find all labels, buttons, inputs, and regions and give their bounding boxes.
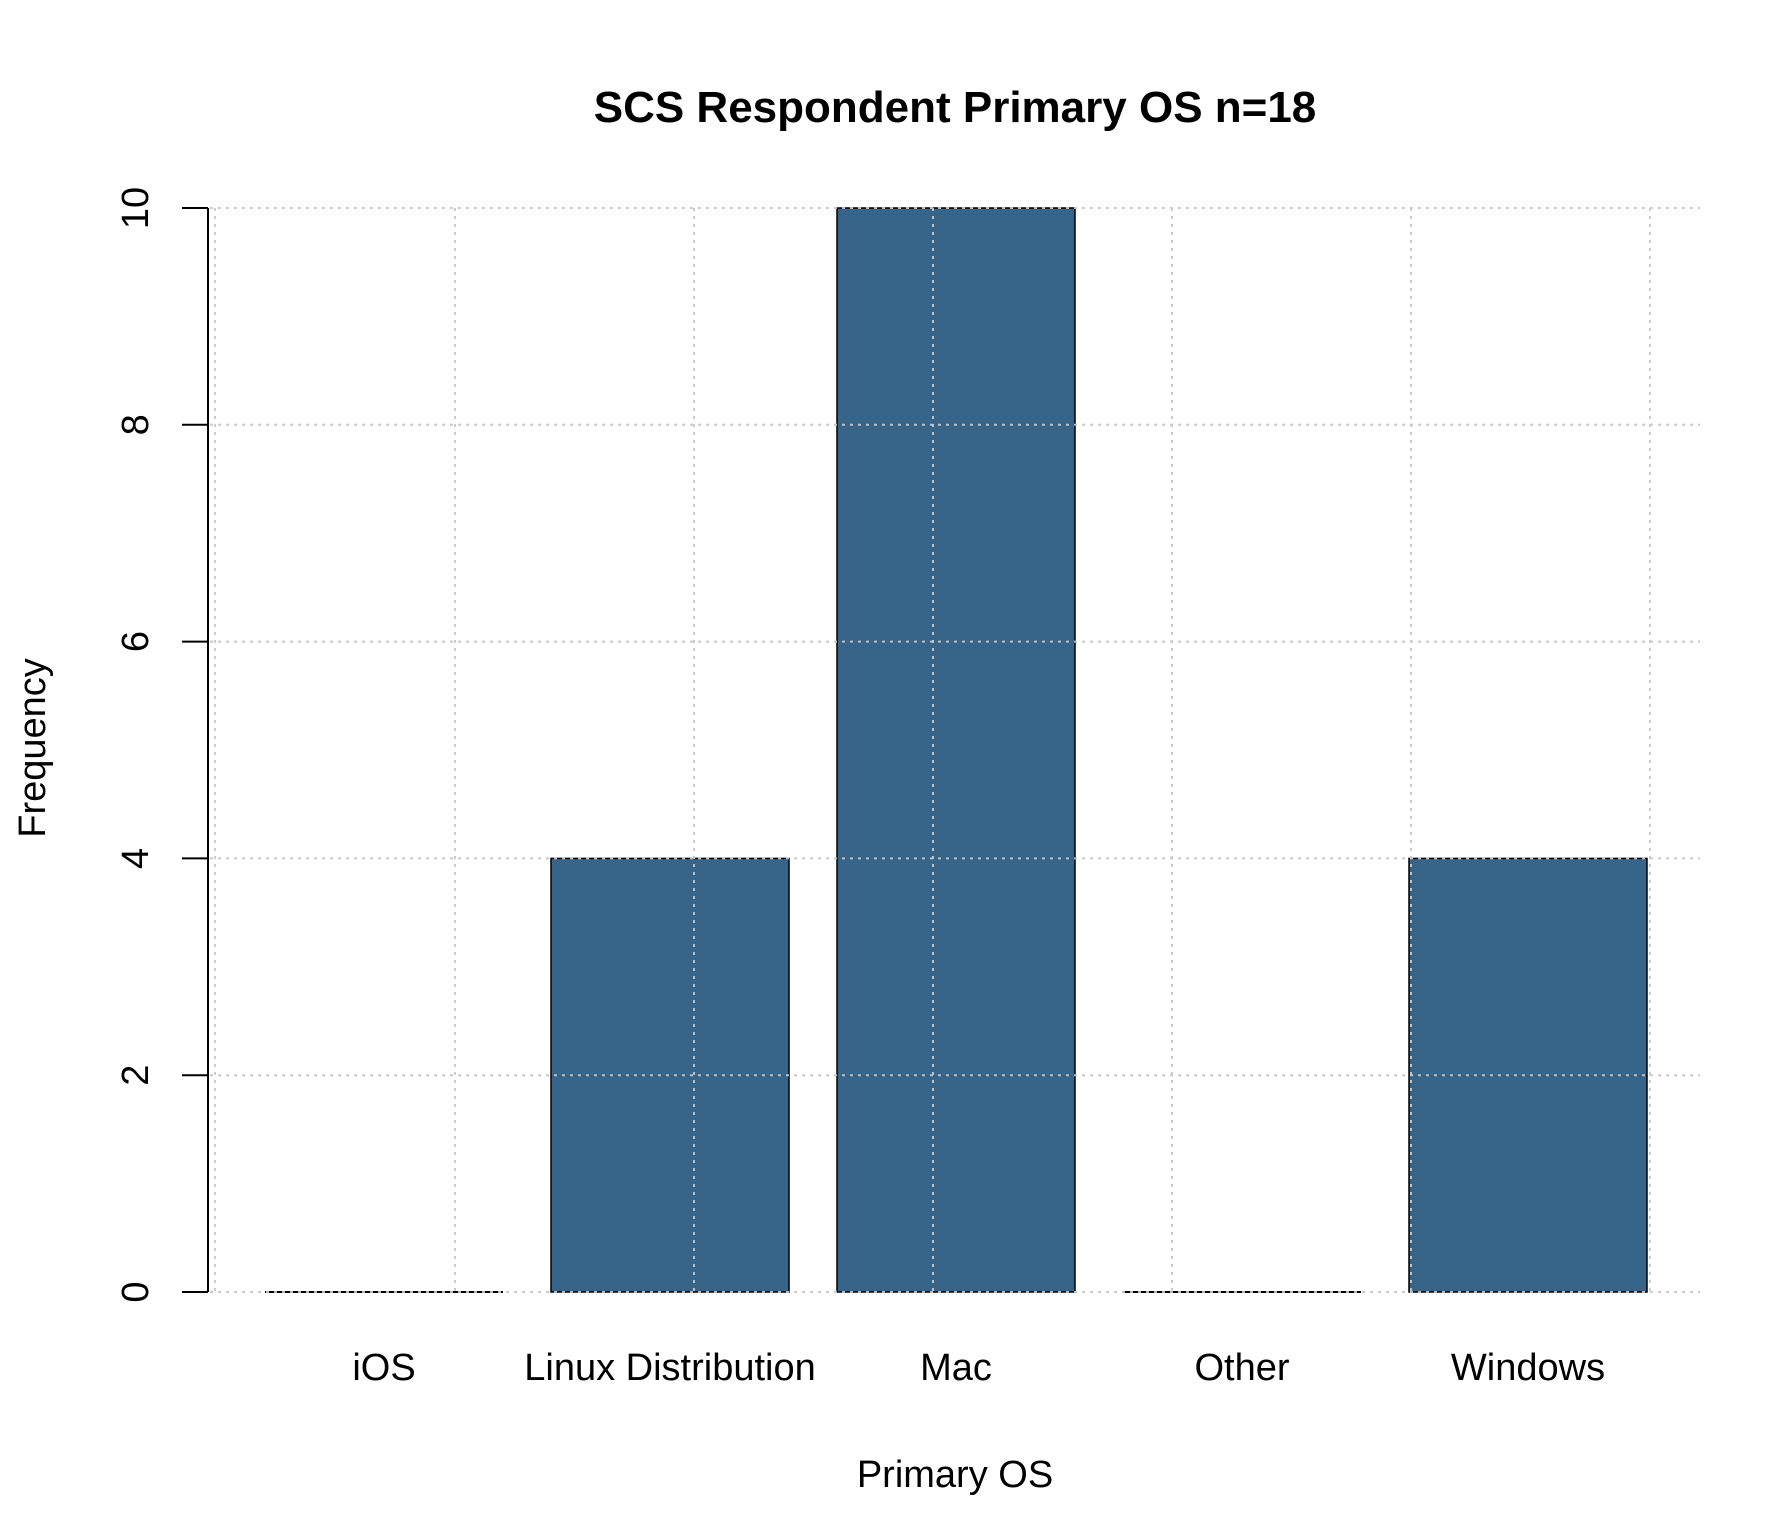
x-tick-label: iOS [352,1347,415,1389]
chart-title: SCS Respondent Primary OS n=18 [594,83,1317,132]
y-tick-label: 6 [115,631,157,652]
x-tick-label: Other [1194,1347,1289,1389]
bars [210,207,1700,1293]
bar-mac [836,207,1076,1293]
y-tick-label: 0 [115,1281,157,1302]
y-tick-label: 8 [115,414,157,435]
x-tick-label: Windows [1451,1347,1605,1389]
x-tick-label: Linux Distribution [524,1347,815,1389]
x-tick-label: Mac [920,1347,992,1389]
y-tick-label: 2 [115,1065,157,1086]
y-tick-label: 10 [115,187,157,229]
y-axis: 0 2 4 6 8 10 [115,187,209,1303]
y-tick-label: 4 [115,848,157,869]
bar-linux-distribution [550,857,790,1293]
x-axis-tick-labels: iOS Linux Distribution Mac Other Windows [352,1347,1605,1389]
y-axis-label: Frequency [12,658,54,838]
x-axis-label: Primary OS [857,1454,1053,1496]
bar-windows [1408,857,1648,1293]
